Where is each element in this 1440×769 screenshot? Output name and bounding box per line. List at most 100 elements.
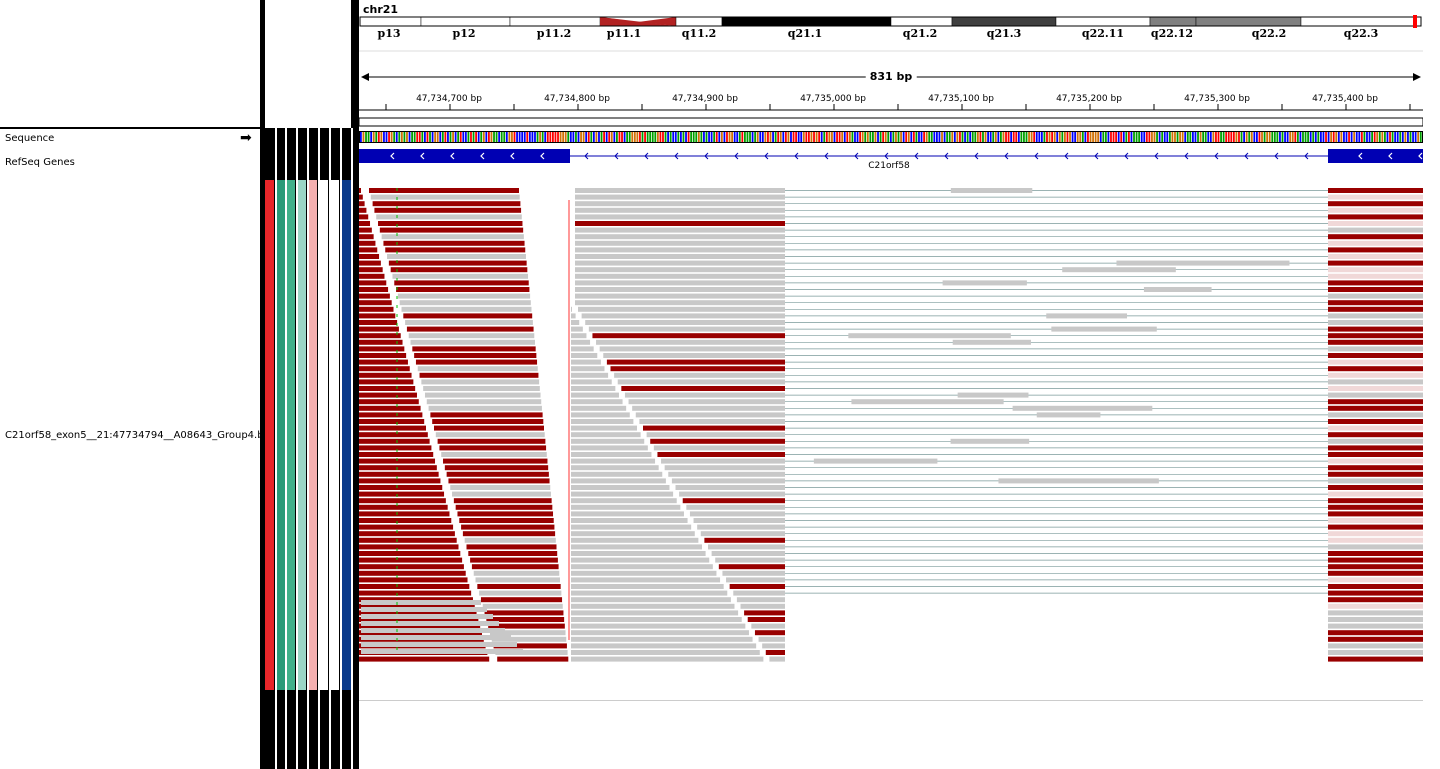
aligned-read [1328, 293, 1423, 299]
aligned-read [479, 590, 562, 596]
sequence-track[interactable] [359, 130, 1423, 144]
aligned-read [434, 425, 544, 431]
aligned-read [758, 636, 785, 642]
attribute-header [265, 0, 353, 128]
base [997, 132, 1000, 142]
attribute-column[interactable] [286, 180, 295, 690]
aligned-read [657, 452, 785, 457]
band-label: q22.12 [1150, 27, 1194, 40]
base [749, 132, 751, 142]
base [380, 132, 383, 142]
base [603, 132, 605, 142]
aligned-read [1328, 590, 1423, 596]
strand-chevron [1124, 152, 1129, 160]
aligned-read [571, 518, 688, 523]
data-panel[interactable]: chr21 p13 p12 p11.2 p11.1 q11.2 q21.1 q21.2 q21… [359, 0, 1423, 769]
attribute-separator [307, 128, 309, 769]
base [672, 132, 675, 142]
base [516, 132, 518, 142]
attribute-separator [329, 128, 331, 769]
track-name-refseq[interactable]: RefSeq Genes [5, 157, 75, 168]
attribute-column[interactable] [319, 180, 328, 690]
base [769, 132, 772, 142]
attribute-column[interactable] [308, 180, 317, 690]
base [1010, 132, 1013, 142]
base [1064, 132, 1066, 142]
aligned-read [1328, 326, 1423, 332]
aligned-read [471, 564, 559, 570]
aligned-read [359, 240, 376, 246]
base [1330, 132, 1333, 142]
strand-chevron [540, 152, 545, 160]
attribute-column[interactable] [330, 180, 339, 690]
base [1291, 132, 1294, 142]
attribute-column[interactable] [276, 180, 285, 690]
strand-arrow-icon[interactable]: ➡ [240, 130, 252, 146]
refseq-gene-track[interactable] [359, 146, 1423, 166]
aligned-read [571, 630, 749, 636]
aligned-read [1328, 656, 1423, 662]
base [969, 132, 972, 142]
aligned-read [575, 234, 785, 240]
aligned-read [488, 623, 565, 629]
base [733, 132, 736, 142]
track-name-sequence[interactable]: Sequence [5, 133, 55, 144]
aligned-read [383, 240, 525, 246]
aligned-read [1328, 214, 1423, 220]
attribute-column[interactable] [297, 180, 306, 690]
base [531, 132, 534, 142]
aligned-read [359, 570, 466, 576]
base [1256, 132, 1258, 142]
base [710, 132, 713, 142]
base [1340, 132, 1343, 142]
aligned-read [361, 649, 523, 654]
panel-divider-right[interactable] [355, 0, 359, 769]
base [1284, 132, 1286, 142]
base [843, 132, 846, 142]
base [1353, 132, 1356, 142]
base [859, 132, 861, 142]
aligned-read [571, 584, 724, 589]
aligned-read [1328, 584, 1423, 589]
base [956, 132, 959, 142]
aligned-read [359, 280, 387, 286]
base [388, 132, 390, 142]
base [1102, 132, 1105, 142]
aligned-read [387, 254, 526, 259]
track-name-alignment[interactable]: C21orf58_exon5__21:47734794__A08643_Grou… [5, 430, 270, 441]
alignment-track[interactable] [359, 180, 1423, 700]
base [1261, 132, 1263, 142]
base [1332, 132, 1335, 142]
base [1158, 132, 1161, 142]
base [1151, 132, 1153, 142]
base [1012, 132, 1015, 142]
aligned-read [571, 623, 746, 629]
aligned-read [359, 511, 450, 517]
aligned-read [596, 339, 785, 345]
aligned-read [359, 603, 475, 609]
aligned-read [359, 438, 430, 444]
aligned-read [664, 465, 785, 471]
panel-divider-left[interactable] [260, 0, 265, 769]
attribute-column[interactable] [341, 180, 351, 690]
chromosome-band [1055, 16, 1151, 27]
aligned-read [575, 207, 785, 213]
scrollbar-area[interactable] [1423, 0, 1440, 769]
base [421, 132, 424, 142]
aligned-read [1328, 201, 1423, 207]
ruler[interactable] [359, 50, 1423, 130]
aligned-read [592, 333, 785, 339]
attribute-column[interactable] [265, 180, 274, 690]
aligned-read [1328, 465, 1423, 471]
base [360, 132, 362, 142]
base [1409, 132, 1412, 142]
base [754, 132, 757, 142]
strand-chevron [734, 152, 739, 160]
aligned-read [571, 603, 735, 609]
base [802, 132, 805, 142]
base [1204, 132, 1207, 142]
aligned-read [571, 339, 591, 345]
base [1266, 132, 1269, 142]
chromosome-ideogram[interactable] [359, 14, 1423, 44]
base [669, 132, 672, 142]
